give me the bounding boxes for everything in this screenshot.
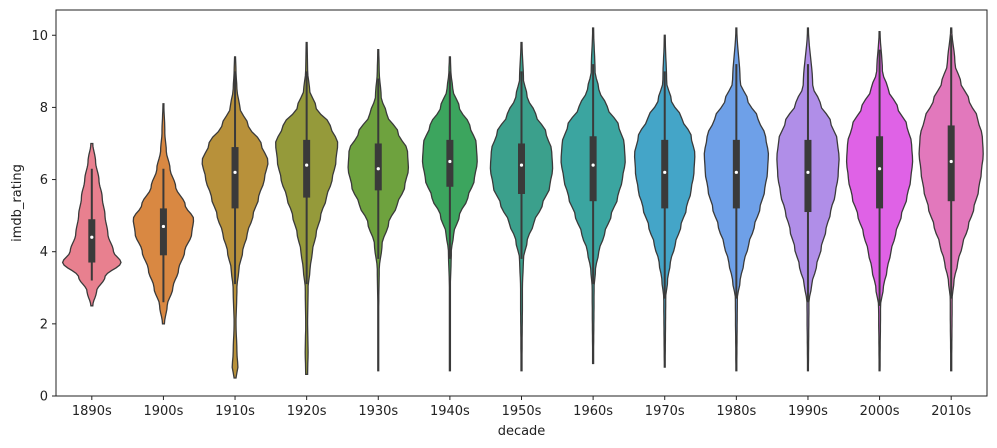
- violin-1950s: [489, 41, 554, 372]
- x-tick-label: 1940s: [430, 404, 470, 419]
- violin-iqr-box: [876, 136, 884, 209]
- violin-iqr-box: [518, 143, 525, 194]
- y-tick-label: 0: [40, 390, 48, 405]
- x-tick-label: 1990s: [788, 404, 828, 419]
- x-tick-label: 1900s: [143, 404, 183, 419]
- violin-1900s: [132, 103, 195, 325]
- y-tick-label: 8: [40, 101, 48, 116]
- violin-iqr-box: [231, 147, 239, 209]
- violin-2010s: [918, 27, 984, 372]
- violin-iqr-box: [159, 208, 167, 256]
- y-tick-label: 2: [40, 317, 48, 332]
- violin-median: [734, 170, 738, 174]
- violin-median: [877, 167, 882, 171]
- violin-1960s: [560, 27, 626, 365]
- y-axis-label: imdb_rating: [10, 164, 25, 242]
- violin-2000s: [845, 30, 914, 372]
- x-tick-label: 1930s: [358, 404, 398, 419]
- violin-iqr-box: [374, 143, 382, 191]
- violin-iqr-box: [804, 139, 812, 213]
- violin-iqr-box: [732, 139, 740, 209]
- y-tick-label: 10: [31, 29, 48, 44]
- violin-1910s: [201, 56, 269, 379]
- violin-median: [448, 159, 452, 164]
- violin-median: [161, 224, 166, 229]
- x-tick-label: 1910s: [215, 404, 255, 419]
- violin-1990s: [776, 27, 840, 372]
- x-tick-label: 2010s: [931, 404, 971, 419]
- violin-1930s: [347, 49, 410, 372]
- x-tick-label: 1890s: [72, 404, 112, 419]
- violin-1970s: [633, 34, 696, 368]
- x-tick-label: 1950s: [502, 404, 542, 419]
- violin-iqr-box: [947, 125, 955, 202]
- x-tick-label: 1960s: [573, 404, 613, 419]
- violin-median: [233, 170, 237, 174]
- violin-iqr-box: [589, 136, 597, 202]
- violin-median: [519, 163, 524, 167]
- y-tick-label: 6: [40, 173, 48, 188]
- violin-iqr-box: [303, 139, 311, 198]
- violin-median: [376, 167, 380, 171]
- x-axis-label: decade: [498, 424, 546, 439]
- violin-median: [591, 163, 595, 167]
- violin-median: [949, 159, 953, 164]
- x-axis: 1890s 1900s 1910s 1920s 1930s 1940s 1950s 1960s…: [72, 396, 971, 419]
- violin-1940s: [421, 56, 478, 372]
- violin-median: [806, 170, 810, 174]
- x-tick-label: 2000s: [860, 404, 900, 419]
- violin-iqr-box: [661, 139, 669, 209]
- violin-layer: [61, 27, 984, 379]
- violin-iqr-box: [446, 139, 454, 187]
- violin-iqr-box: [88, 219, 96, 263]
- violin-median: [663, 170, 667, 174]
- violin-1890s: [61, 142, 122, 307]
- x-tick-label: 1980s: [716, 404, 756, 419]
- violin-1980s: [703, 27, 770, 372]
- violin-1920s: [275, 41, 339, 376]
- violin-median: [305, 163, 309, 167]
- y-tick-label: 4: [40, 245, 48, 260]
- violin-median: [90, 235, 94, 239]
- x-tick-label: 1970s: [645, 404, 685, 419]
- x-tick-label: 1920s: [287, 404, 327, 419]
- y-axis: 0 2 4 6 8 10: [31, 29, 56, 405]
